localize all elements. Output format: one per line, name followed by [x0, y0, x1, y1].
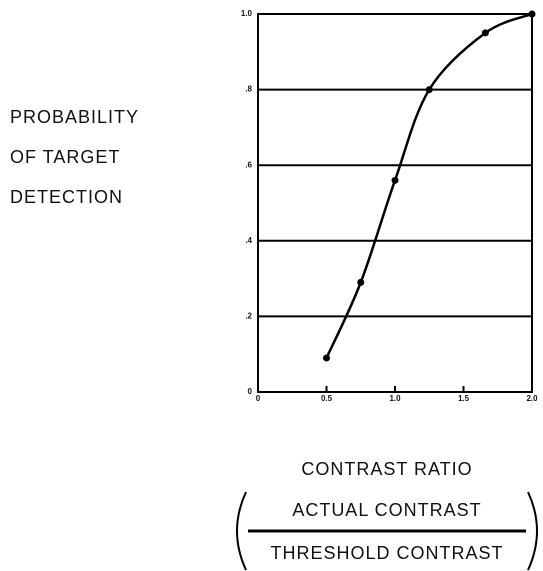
x-tick-label: 1.0	[389, 394, 401, 403]
y-tick-label: 0	[248, 387, 253, 396]
y-tick-label: .8	[245, 85, 252, 94]
x-tick-label: 2.0	[526, 394, 538, 403]
y-axis-label: DETECTION	[10, 187, 123, 207]
data-point	[357, 278, 365, 286]
data-point	[528, 10, 536, 18]
y-tick-label: .4	[245, 236, 252, 245]
data-point	[391, 176, 399, 184]
paren	[527, 491, 538, 571]
data-line	[325, 12, 533, 359]
x-tick-label: 0.5	[321, 394, 333, 403]
data-point	[481, 29, 489, 37]
plot-frame	[257, 13, 533, 393]
x-label-numerator: ACTUAL CONTRAST	[292, 500, 481, 520]
y-tick-label: .6	[245, 160, 252, 169]
x-label-denominator: THRESHOLD CONTRAST	[270, 543, 503, 563]
paren	[236, 491, 247, 571]
data-point	[425, 86, 433, 94]
data-point	[323, 354, 330, 362]
y-axis-label: OF TARGET	[10, 147, 120, 167]
x-tick-label: 0	[256, 394, 261, 403]
x-tick-label: 1.5	[458, 394, 470, 403]
y-tick-label: .2	[245, 312, 252, 321]
x-axis-label: CONTRAST RATIO	[301, 459, 472, 479]
y-tick-label: 1.0	[241, 9, 253, 18]
y-axis-label: PROBABILITY	[10, 107, 139, 127]
